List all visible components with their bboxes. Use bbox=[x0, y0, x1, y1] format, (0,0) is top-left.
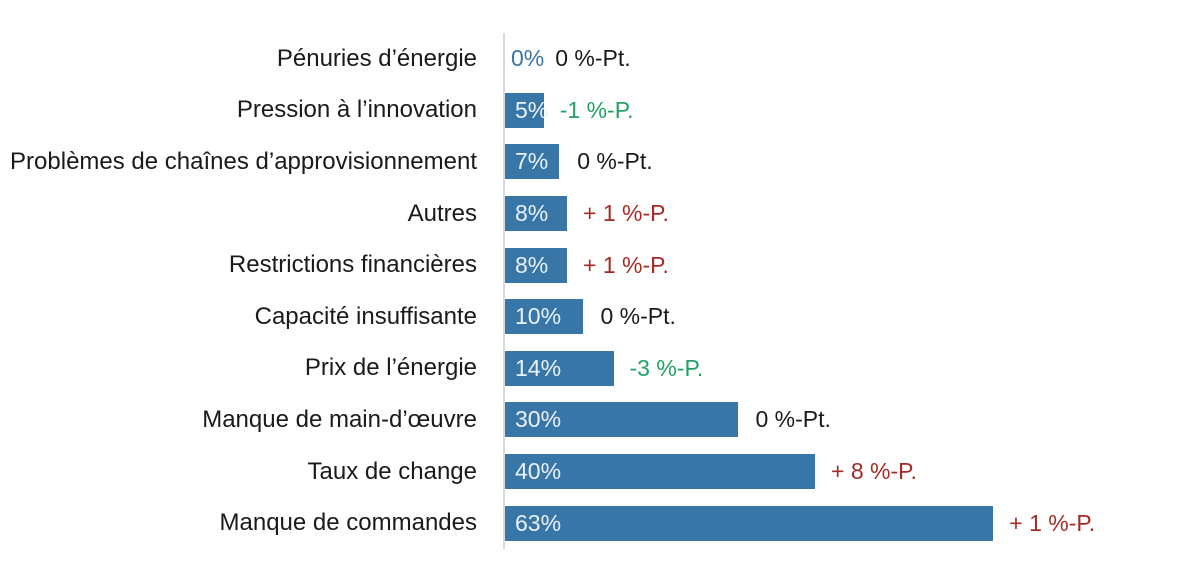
chart-row: Restrictions financières 8% + 1 %-P. bbox=[0, 239, 1200, 291]
bar: 63% bbox=[505, 505, 994, 541]
delta-label: -1 %-P. bbox=[559, 96, 634, 123]
bar-value-label: 40% bbox=[515, 458, 562, 485]
bar: 8% bbox=[505, 196, 567, 232]
bar-value-label: 5% bbox=[515, 96, 549, 123]
bar-value-label: 63% bbox=[515, 509, 562, 536]
row-plot-area: 14% -3 %-P. bbox=[503, 343, 1200, 395]
chart-row: Prix de l’énergie 14% -3 %-P. bbox=[0, 343, 1200, 395]
bar: 10% bbox=[505, 299, 583, 335]
category-label: Pénuries d’énergie bbox=[276, 44, 477, 72]
bar: 30% bbox=[505, 402, 738, 438]
chart-row: Problèmes de chaînes d’approvisionnement… bbox=[0, 136, 1200, 188]
bar: 8% bbox=[505, 247, 567, 283]
delta-label: 0 %-Pt. bbox=[555, 45, 631, 72]
row-plot-area: 5% -1 %-P. bbox=[503, 85, 1200, 137]
chart-row: Capacité insuffisante 10% 0 %-Pt. bbox=[0, 291, 1200, 343]
delta-label: + 1 %-P. bbox=[583, 200, 669, 227]
chart-row: Pénuries d’énergie 0% 0 %-Pt. bbox=[0, 33, 1200, 85]
row-plot-area: 63% + 1 %-P. bbox=[503, 497, 1200, 549]
row-plot-area: 8% + 1 %-P. bbox=[503, 239, 1200, 291]
row-plot-area: 7% 0 %-Pt. bbox=[503, 136, 1200, 188]
bar-value-label: 30% bbox=[515, 406, 562, 433]
category-label: Autres bbox=[407, 199, 477, 227]
row-plot-area: 30% 0 %-Pt. bbox=[503, 394, 1200, 446]
row-plot-area: 40% + 8 %-P. bbox=[503, 446, 1200, 498]
delta-label: -3 %-P. bbox=[629, 354, 704, 381]
chart-row: Pression à l’innovation 5% -1 %-P. bbox=[0, 85, 1200, 137]
bar-value-label: 14% bbox=[515, 354, 562, 381]
chart-row: Manque de main-d’œuvre 30% 0 %-Pt. bbox=[0, 394, 1200, 446]
category-label: Restrictions financières bbox=[228, 251, 477, 279]
delta-label: + 1 %-P. bbox=[583, 251, 669, 278]
category-label: Pression à l’innovation bbox=[236, 96, 477, 124]
row-plot-area: 8% + 1 %-P. bbox=[503, 188, 1200, 240]
delta-label: 0 %-Pt. bbox=[600, 303, 676, 330]
category-label: Prix de l’énergie bbox=[304, 354, 477, 382]
bar-value-label: 8% bbox=[515, 200, 549, 227]
category-label: Problèmes de chaînes d’approvisionnement bbox=[10, 147, 477, 175]
bar-chart: Pénuries d’énergie 0% 0 %-Pt. Pression à… bbox=[0, 33, 1200, 549]
chart-row: Autres 8% + 1 %-P. bbox=[0, 188, 1200, 240]
bar: 14% bbox=[505, 350, 614, 386]
bar: 7% bbox=[505, 144, 560, 180]
chart-row: Manque de commandes 63% + 1 %-P. bbox=[0, 497, 1200, 549]
bar-value-label: 10% bbox=[515, 303, 562, 330]
bar-value-label: 7% bbox=[515, 148, 549, 175]
row-plot-area: 10% 0 %-Pt. bbox=[503, 291, 1200, 343]
y-axis-line bbox=[503, 33, 505, 549]
delta-label: + 8 %-P. bbox=[831, 458, 917, 485]
delta-label: 0 %-Pt. bbox=[577, 148, 653, 175]
row-plot-area: 0% 0 %-Pt. bbox=[503, 33, 1200, 85]
bar: 40% bbox=[505, 454, 815, 490]
category-label: Taux de change bbox=[307, 457, 477, 485]
chart-rows: Pénuries d’énergie 0% 0 %-Pt. Pression à… bbox=[0, 33, 1200, 549]
delta-label: 0 %-Pt. bbox=[755, 406, 831, 433]
category-label: Capacité insuffisante bbox=[254, 302, 477, 330]
zero-value-label: 0% bbox=[511, 45, 545, 72]
category-label: Manque de main-d’œuvre bbox=[202, 405, 477, 433]
category-label: Manque de commandes bbox=[219, 509, 477, 537]
bar: 5% bbox=[505, 92, 548, 128]
bar-value-label: 8% bbox=[515, 251, 549, 278]
chart-row: Taux de change 40% + 8 %-P. bbox=[0, 446, 1200, 498]
delta-label: + 1 %-P. bbox=[1009, 509, 1096, 536]
